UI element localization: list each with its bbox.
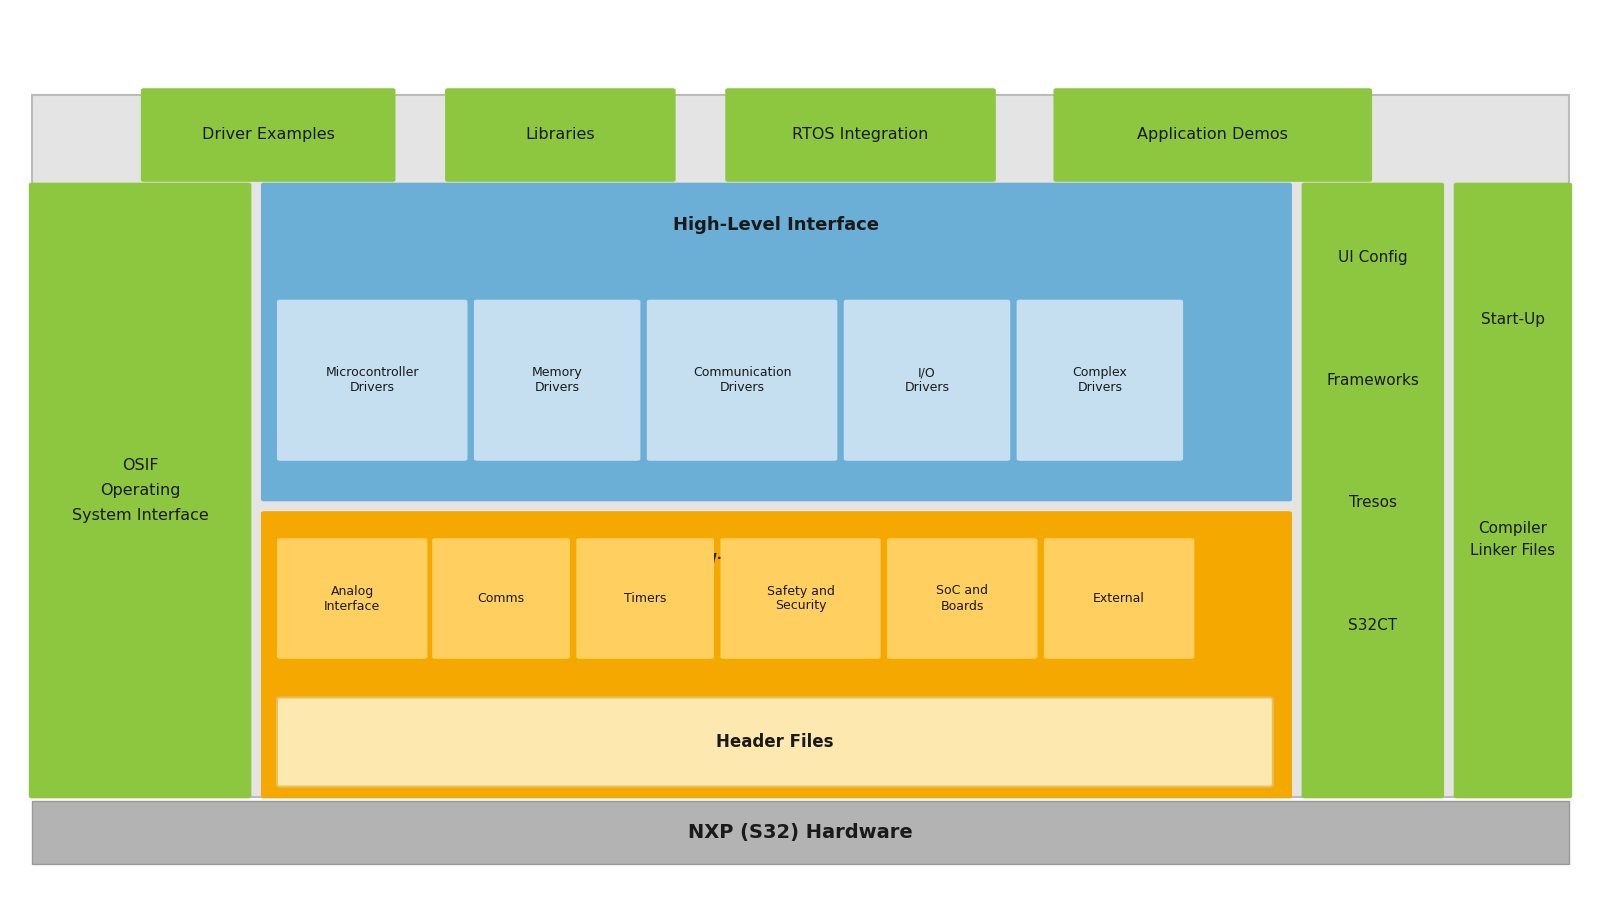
Text: Compiler
Linker Files: Compiler Linker Files [1470, 521, 1556, 558]
FancyBboxPatch shape [1302, 183, 1444, 798]
Text: Low-Level Interface: Low-Level Interface [677, 549, 876, 567]
Text: Safety and
Security: Safety and Security [767, 584, 834, 613]
Text: Start-Up: Start-Up [1481, 311, 1545, 327]
Text: Libraries: Libraries [525, 128, 596, 142]
FancyBboxPatch shape [432, 538, 570, 659]
FancyBboxPatch shape [277, 698, 1273, 787]
Text: S32CT: S32CT [1348, 617, 1398, 633]
FancyBboxPatch shape [261, 183, 1292, 501]
FancyBboxPatch shape [720, 538, 881, 659]
Text: RTOS Integration: RTOS Integration [792, 128, 929, 142]
Text: Memory
Drivers: Memory Drivers [532, 366, 583, 394]
FancyBboxPatch shape [474, 300, 640, 461]
Text: Tresos: Tresos [1350, 495, 1396, 510]
FancyBboxPatch shape [445, 88, 676, 182]
Text: Driver Examples: Driver Examples [202, 128, 335, 142]
Text: Microcontroller
Drivers: Microcontroller Drivers [325, 366, 419, 394]
FancyBboxPatch shape [277, 300, 467, 461]
Text: Communication
Drivers: Communication Drivers [693, 366, 791, 394]
FancyBboxPatch shape [576, 538, 714, 659]
Text: Comms: Comms [477, 592, 525, 605]
Text: Complex
Drivers: Complex Drivers [1073, 366, 1127, 394]
FancyBboxPatch shape [261, 511, 1292, 798]
FancyBboxPatch shape [141, 88, 395, 182]
FancyBboxPatch shape [277, 538, 427, 659]
Text: High-Level Interface: High-Level Interface [674, 216, 879, 234]
Text: OSIF
Operating
System Interface: OSIF Operating System Interface [72, 458, 208, 523]
Bar [32, 801, 1569, 864]
Text: Header Files: Header Files [716, 733, 834, 751]
Text: Frameworks: Frameworks [1326, 373, 1420, 388]
FancyBboxPatch shape [1454, 183, 1572, 798]
FancyBboxPatch shape [647, 300, 837, 461]
Text: NXP (S32) Hardware: NXP (S32) Hardware [688, 823, 913, 842]
Text: Timers: Timers [624, 592, 666, 605]
FancyBboxPatch shape [1044, 538, 1194, 659]
Text: External: External [1093, 592, 1145, 605]
Bar [32, 94, 1569, 796]
FancyBboxPatch shape [844, 300, 1010, 461]
Text: SoC and
Boards: SoC and Boards [937, 584, 988, 613]
FancyBboxPatch shape [725, 88, 996, 182]
Text: I/O
Drivers: I/O Drivers [905, 366, 949, 394]
FancyBboxPatch shape [887, 538, 1037, 659]
Text: UI Config: UI Config [1338, 250, 1407, 266]
Text: Analog
Interface: Analog Interface [323, 584, 381, 613]
Text: Application Demos: Application Demos [1137, 128, 1289, 142]
FancyBboxPatch shape [29, 183, 251, 798]
FancyBboxPatch shape [1053, 88, 1372, 182]
FancyBboxPatch shape [1017, 300, 1183, 461]
